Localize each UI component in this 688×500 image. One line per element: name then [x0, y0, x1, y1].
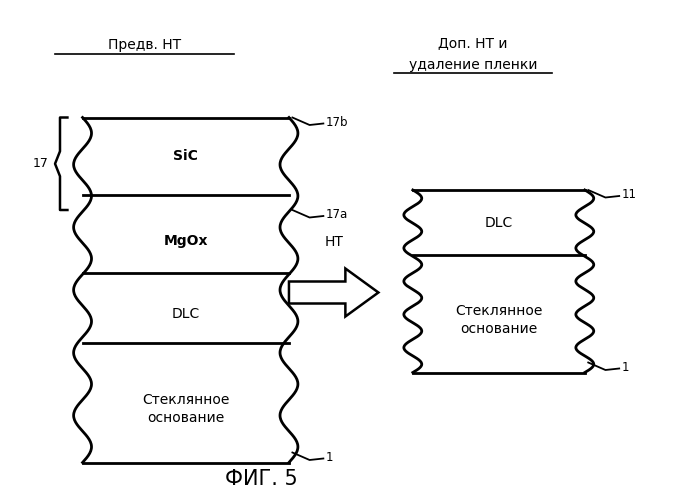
- Text: 11: 11: [621, 188, 636, 202]
- Text: ФИГ. 5: ФИГ. 5: [225, 469, 298, 489]
- Text: 17: 17: [32, 157, 48, 170]
- Text: Стеклянное
основание: Стеклянное основание: [455, 304, 542, 336]
- Text: удаление пленки: удаление пленки: [409, 58, 537, 71]
- Text: 17b: 17b: [325, 116, 348, 129]
- Text: DLC: DLC: [171, 306, 200, 321]
- Text: НТ: НТ: [324, 234, 343, 248]
- Polygon shape: [413, 190, 585, 255]
- Text: SiC: SiC: [173, 149, 198, 163]
- Text: 11: 11: [325, 284, 341, 296]
- Text: DLC: DLC: [484, 216, 513, 230]
- Text: MgOx: MgOx: [164, 234, 208, 248]
- Text: Доп. НТ и: Доп. НТ и: [438, 36, 508, 50]
- Polygon shape: [83, 355, 289, 463]
- Text: 1: 1: [325, 451, 333, 464]
- Text: Стеклянное
основание: Стеклянное основание: [142, 392, 229, 425]
- Text: Предв. НТ: Предв. НТ: [108, 38, 181, 52]
- Polygon shape: [413, 268, 585, 372]
- Polygon shape: [83, 118, 289, 195]
- Polygon shape: [83, 285, 289, 343]
- Text: 17a: 17a: [325, 208, 347, 222]
- Text: 1: 1: [621, 361, 629, 374]
- Polygon shape: [83, 210, 289, 272]
- Polygon shape: [289, 268, 378, 316]
